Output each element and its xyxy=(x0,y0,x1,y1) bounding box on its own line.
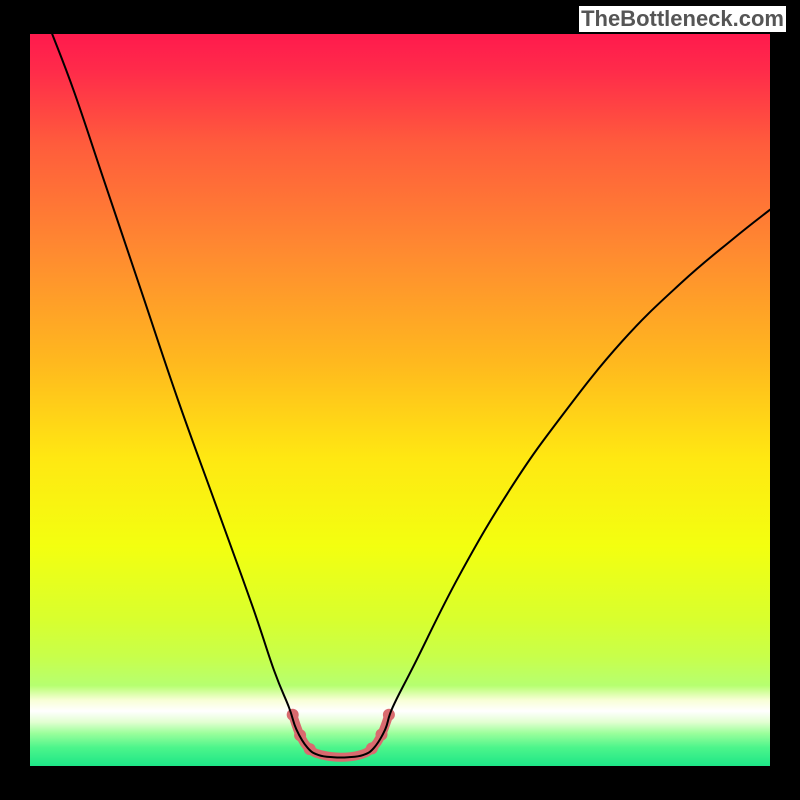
plot-area xyxy=(30,34,770,766)
plot-svg xyxy=(30,34,770,766)
watermark-text: TheBottleneck.com xyxy=(579,6,786,32)
